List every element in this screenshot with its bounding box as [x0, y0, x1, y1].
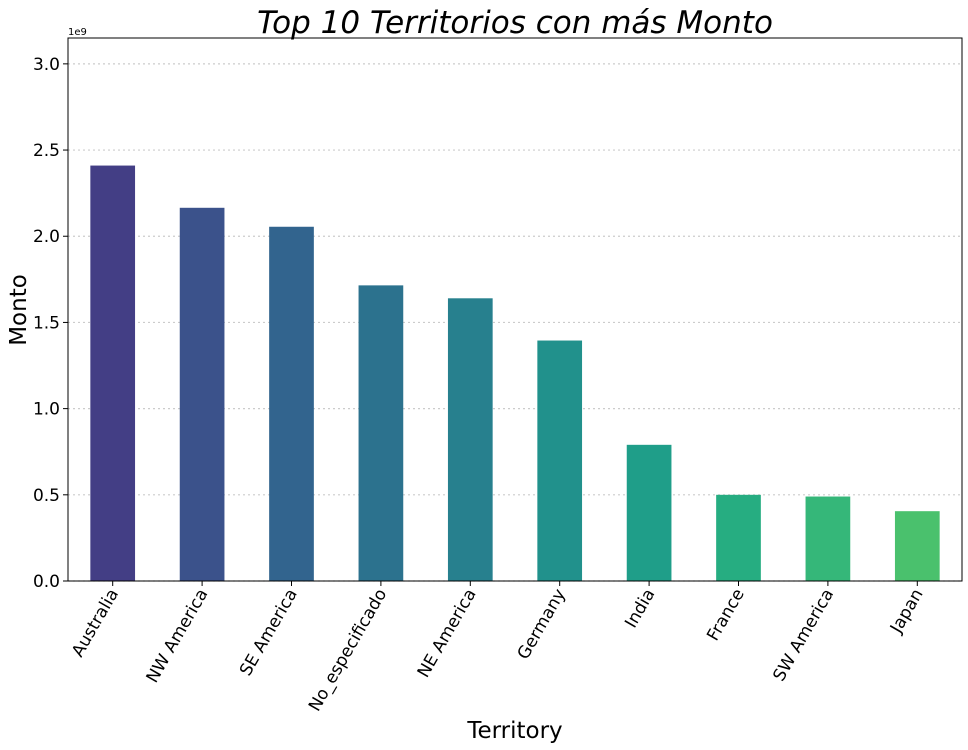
plot-area	[67, 37, 963, 582]
y-axis-ticks: 0.0 0.5 1.0 1.5 2.0 2.5 3.0	[33, 55, 68, 592]
y-tick-label: 0.0	[33, 572, 60, 592]
y-tick-label: 2.0	[33, 227, 60, 247]
bar-france	[716, 494, 761, 581]
bar-sw-america	[805, 496, 851, 581]
bar-ne-america	[447, 298, 493, 581]
chart-title: Top 10 Territorios con más Monto	[257, 5, 773, 41]
bar-no-especificado	[358, 285, 404, 581]
y-tick-label: 1.0	[33, 400, 60, 420]
y-tick-label: 3.0	[33, 55, 60, 75]
x-axis-label: Territory	[466, 718, 562, 744]
bar-australia	[90, 165, 136, 582]
y-tick-label: 1.5	[33, 313, 60, 333]
bar-nw-america	[179, 207, 225, 582]
bar-japan	[894, 511, 940, 581]
bars	[90, 165, 940, 582]
bar-se-america	[269, 226, 314, 581]
bar-germany	[537, 340, 583, 581]
y-tick-label: 2.5	[33, 141, 60, 161]
y-axis-label: Monto	[6, 274, 32, 346]
y-tick-label: 0.5	[33, 486, 60, 506]
bar-india	[626, 444, 672, 581]
y-axis-offset-label: 1e9	[68, 27, 87, 38]
